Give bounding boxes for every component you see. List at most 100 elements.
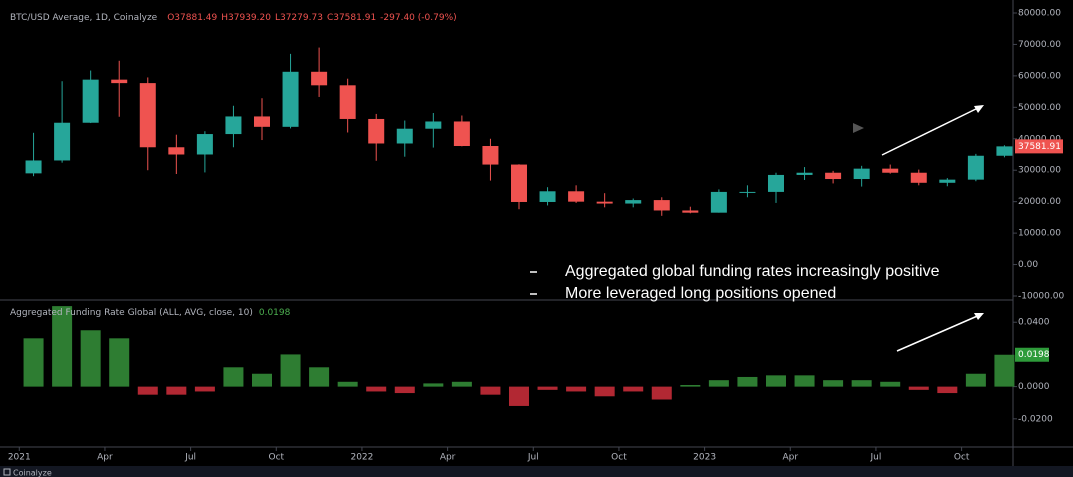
y-tick-label: 50000.00 (1018, 103, 1061, 113)
x-tick-label: Apr (782, 453, 798, 463)
candle-body (596, 201, 613, 204)
x-tick-label: Oct (611, 453, 627, 463)
y-tick-label: 0.0000 (1018, 382, 1050, 392)
candle-body (796, 172, 813, 175)
y-tick-label: 80000.00 (1018, 8, 1061, 18)
chart-header: BTC/USD Average, 1D, Coinalyze O37881.49 H… (10, 13, 457, 23)
x-tick-label: Jul (184, 453, 196, 463)
pane-title: Aggregated Funding Rate Global (ALL, AVG… (10, 308, 253, 318)
funding-bar (680, 385, 701, 387)
funding-bar (223, 367, 244, 387)
candle-body (625, 200, 642, 204)
funding-bar (851, 380, 872, 387)
header-value: H37939.20 (221, 13, 271, 23)
candle-body (739, 191, 756, 193)
candle-body (510, 164, 527, 202)
funding-bar (823, 380, 844, 387)
candle-body (311, 71, 328, 86)
funding-bar (366, 386, 387, 392)
pane-value: 0.0198 (259, 308, 291, 318)
candle-body (139, 83, 156, 148)
header-value: L37279.73 (275, 13, 323, 23)
chart-title: BTC/USD Average, 1D, Coinalyze (10, 13, 158, 23)
funding-bar (394, 386, 415, 394)
funding-bar (937, 386, 958, 394)
arrow (896, 313, 983, 352)
funding-bar (537, 386, 558, 390)
flag-icon (853, 123, 864, 133)
candle-body (25, 160, 42, 174)
funding-bar (52, 306, 73, 387)
funding-bar (80, 330, 101, 387)
funding-bar (309, 367, 330, 387)
funding-bar (737, 376, 758, 387)
candle-body (682, 210, 699, 213)
candle-body (910, 172, 927, 183)
last-value-label: 0.0198 (1018, 350, 1050, 360)
funding-bar (109, 338, 130, 387)
funding-bar (194, 386, 215, 392)
funding-bar (508, 386, 529, 406)
arrow-head (974, 313, 984, 320)
funding-bar (451, 381, 472, 387)
candle-body (825, 172, 842, 180)
candle-body (111, 79, 128, 84)
y-tick-label: -0.0200 (1018, 414, 1053, 424)
logo-icon (3, 468, 11, 476)
x-tick-label: Oct (954, 453, 970, 463)
y-tick-label: 60000.00 (1018, 71, 1061, 81)
candle-body (882, 168, 899, 173)
y-tick-label: 20000.00 (1018, 197, 1061, 207)
y-tick-label: 30000.00 (1018, 166, 1061, 176)
footer-bar (0, 466, 1073, 477)
candle-body (225, 116, 242, 135)
header-value: -297.40 (-0.79%) (380, 13, 456, 23)
candle-body (967, 155, 984, 180)
footer-text: Coinalyze (13, 469, 52, 477)
x-tick-label: 2023 (693, 453, 716, 463)
funding-bar (23, 338, 44, 387)
funding-bar (480, 386, 501, 395)
candle-body (996, 146, 1013, 156)
x-tick-label: Apr (97, 453, 113, 463)
y-tick-label: 0.0400 (1018, 318, 1050, 328)
y-tick-label: 0.00 (1018, 260, 1038, 270)
annotation: More leveraged long positions opened (565, 285, 836, 302)
candle-body (453, 121, 470, 147)
funding-bar (765, 375, 786, 387)
candle-body (168, 147, 185, 155)
funding-bar (166, 386, 187, 395)
x-tick-label: Jul (870, 453, 882, 463)
funding-bar (280, 354, 301, 387)
y-tick-label: 70000.00 (1018, 40, 1061, 50)
candle-body (196, 134, 213, 155)
x-tick-label: 2022 (350, 453, 373, 463)
funding-bar (794, 375, 815, 387)
x-tick-label: 2021 (8, 453, 31, 463)
funding-bar (880, 381, 901, 387)
pane-header: Aggregated Funding Rate Global (ALL, AVG… (10, 308, 291, 318)
candle-body (54, 122, 71, 161)
candle-body (939, 179, 956, 183)
candle-body (368, 118, 385, 144)
candle-body (853, 168, 870, 180)
funding-bar (251, 373, 272, 387)
arrow (881, 105, 983, 156)
funding-bar (137, 386, 158, 395)
candle-body (425, 121, 442, 129)
y-tick-label: 10000.00 (1018, 229, 1061, 239)
candle-body (82, 79, 99, 123)
candle-body (767, 174, 784, 192)
x-tick-label: Jul (527, 453, 539, 463)
funding-bar (651, 386, 672, 400)
y-tick-label: -10000.00 (1018, 292, 1064, 302)
x-tick-label: Apr (440, 453, 456, 463)
y-tick-label: 40000.00 (1018, 134, 1061, 144)
candle-body (253, 116, 270, 127)
header-value: O37881.49 (167, 13, 217, 23)
funding-bar (566, 386, 587, 392)
arrow-head (974, 105, 984, 113)
